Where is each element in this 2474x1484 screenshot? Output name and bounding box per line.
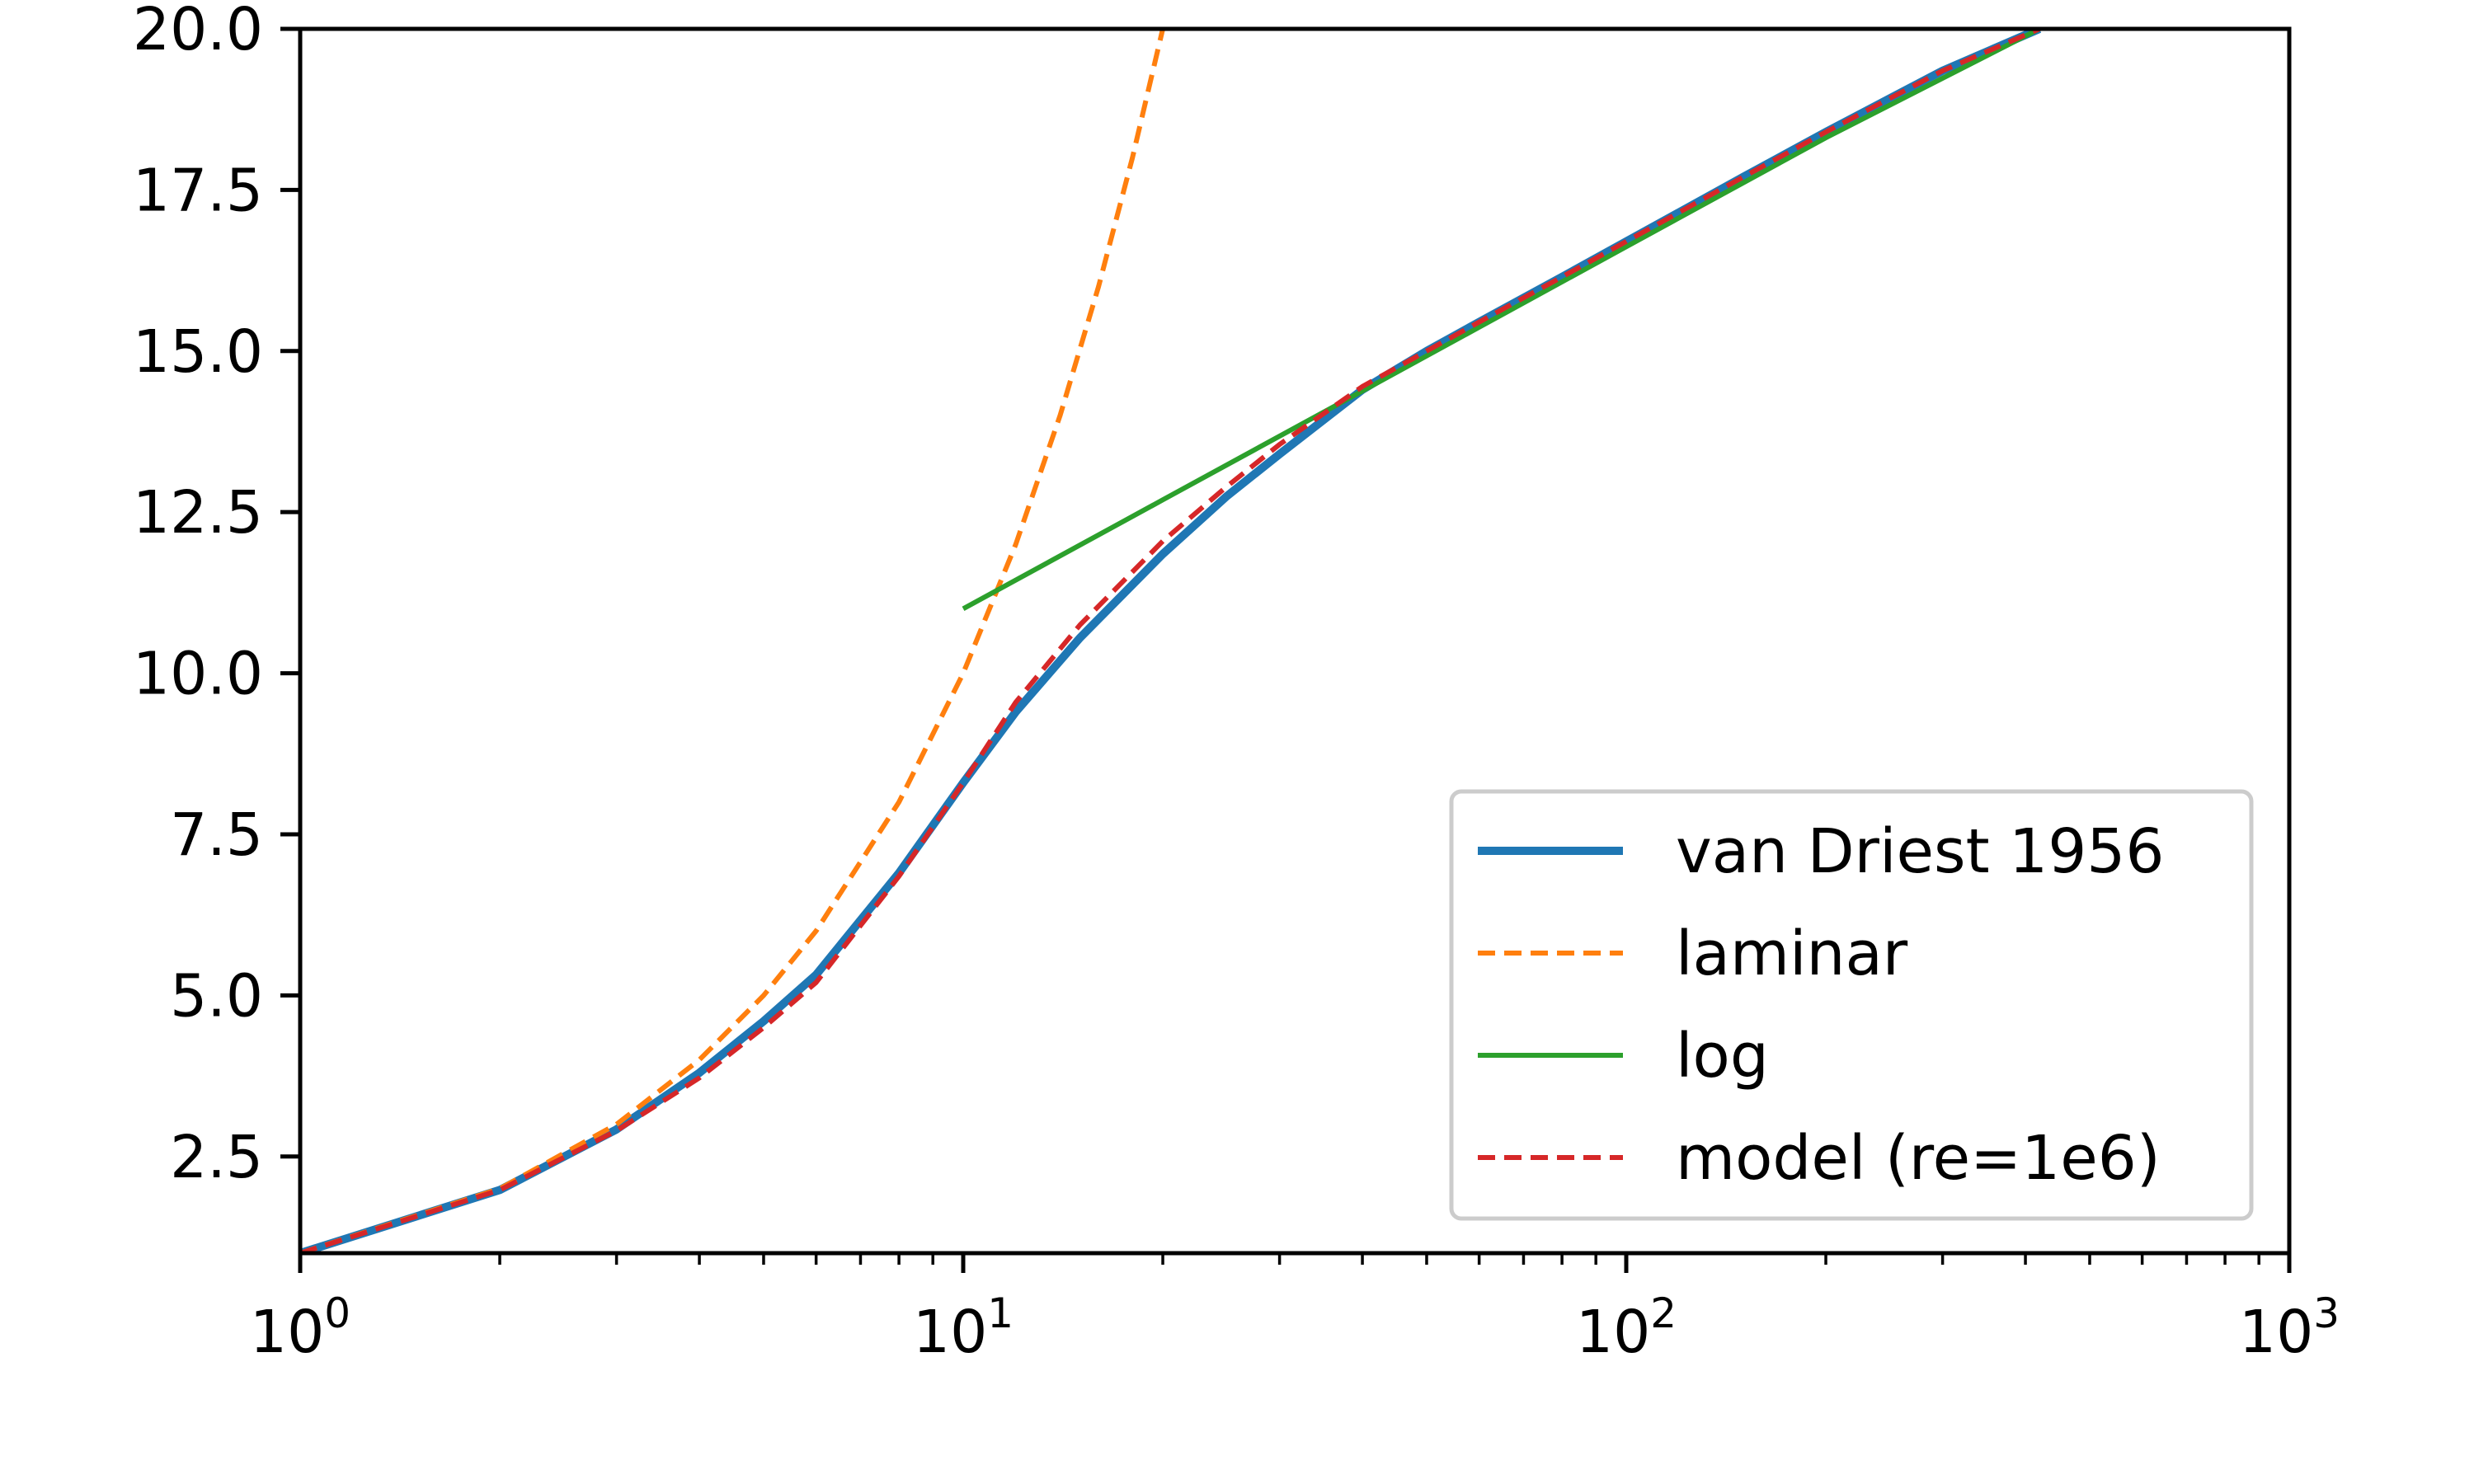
x-tick-label: 100	[250, 1289, 350, 1366]
legend-label-log: log	[1676, 1021, 1769, 1092]
series-line-laminar	[300, 29, 1165, 1253]
x-tick-label: 103	[2239, 1289, 2340, 1366]
series-line-model-re-1e6	[300, 29, 2041, 1253]
y-tick-label: 5.0	[170, 961, 263, 1030]
series-layer	[300, 29, 2042, 1253]
legend-box	[1449, 789, 2254, 1221]
x-tick-label: 101	[913, 1289, 1014, 1366]
y-tick-label: 12.5	[133, 478, 263, 547]
legend-label-model-re-1e6: model (re=1e6)	[1676, 1123, 2161, 1194]
y-tick-label: 20.0	[133, 0, 263, 63]
legend: van Driest 1956 laminar log model (re=1e6)	[1449, 789, 2254, 1221]
series-line-log	[962, 29, 2041, 612]
x-tick-label: 102	[1576, 1289, 1677, 1366]
y-tick-label: 10.0	[133, 640, 263, 708]
y-tick-label: 15.0	[133, 317, 263, 386]
y-axis: 2.5 5.0 7.5 10.0 12.5 15.0 17.5 20.0	[133, 0, 300, 1191]
y-tick-label: 17.5	[133, 156, 263, 224]
plot-frame	[298, 26, 2292, 1256]
y-tick-label: 2.5	[170, 1123, 263, 1191]
legend-label-laminar: laminar	[1676, 918, 1908, 989]
legend-label-van-driest-1956: van Driest 1956	[1676, 816, 2164, 887]
x-axis: 100 101 102 103	[250, 1253, 2340, 1366]
y-tick-label: 7.5	[170, 801, 263, 869]
